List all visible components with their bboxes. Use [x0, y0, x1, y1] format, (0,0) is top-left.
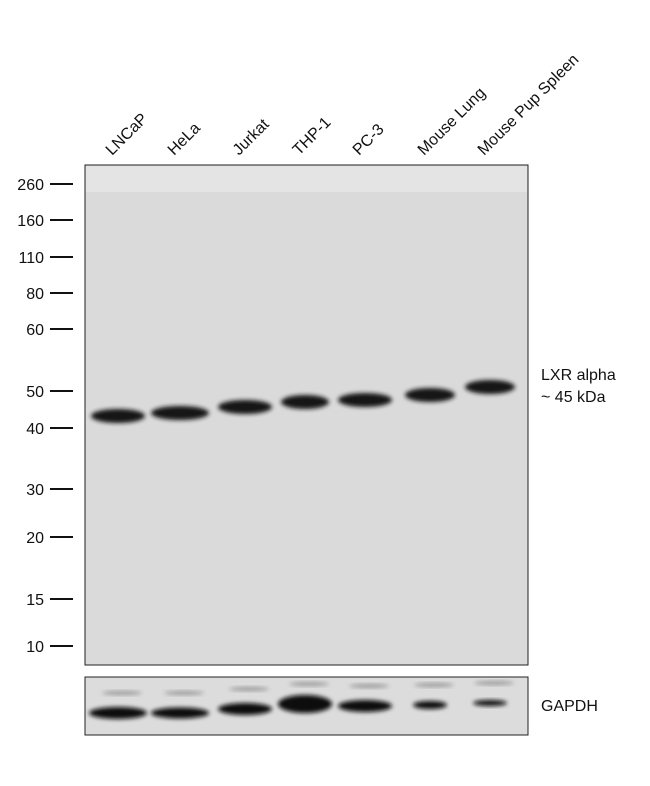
lane-label: THP-1 [290, 114, 335, 159]
lane-label: Jurkat [230, 116, 273, 159]
marker-label: 80 [26, 286, 44, 303]
blot-top-strip [86, 166, 527, 192]
lane-label: PC-3 [350, 121, 388, 159]
gapdh-band [218, 703, 272, 715]
gapdh-band [473, 700, 507, 706]
faint-band [102, 691, 142, 695]
marker-label: 110 [18, 250, 44, 267]
band [218, 400, 272, 414]
markers: 260 160 110 80 60 50 40 30 20 15 10 [17, 177, 73, 656]
lane-label: Mouse Pup Spleen [475, 51, 583, 159]
marker-label: 160 [17, 213, 44, 230]
loading-control-label: GAPDH [541, 698, 598, 715]
gapdh-band [151, 707, 209, 719]
marker-label: 50 [26, 384, 44, 401]
marker-label: 60 [26, 322, 44, 339]
marker-label: 30 [26, 482, 44, 499]
marker-label: 20 [26, 530, 44, 547]
lane-label: HeLa [165, 120, 204, 159]
faint-band [414, 683, 454, 687]
marker-label: 15 [26, 592, 44, 609]
faint-band [164, 691, 204, 695]
band [281, 395, 329, 409]
band-size: ~ 45 kDa [541, 389, 606, 406]
lane-label: LNCaP [103, 110, 151, 158]
gapdh-band [278, 695, 332, 713]
main-blot [84, 164, 529, 666]
gapdh-band [338, 700, 392, 712]
faint-band [474, 681, 514, 685]
faint-band [349, 684, 389, 688]
band [465, 380, 515, 394]
faint-band [229, 687, 269, 691]
band [91, 409, 145, 423]
band-name: LXR alpha [541, 367, 616, 384]
marker-label: 10 [26, 639, 44, 656]
gapdh-band [89, 707, 147, 719]
marker-label: 40 [26, 421, 44, 438]
gapdh-band [413, 701, 447, 709]
faint-band [289, 682, 329, 686]
marker-label: 260 [17, 177, 44, 194]
band [151, 406, 209, 420]
band [405, 388, 455, 402]
band [338, 393, 392, 407]
